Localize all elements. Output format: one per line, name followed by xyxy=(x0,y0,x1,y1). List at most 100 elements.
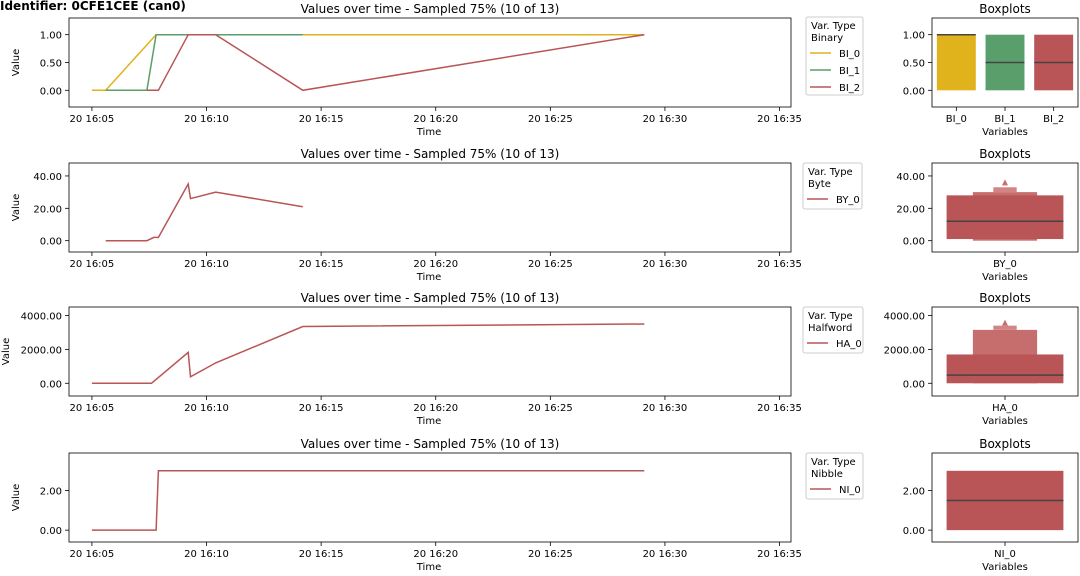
legend-frame xyxy=(805,452,864,500)
x-axis-label: Time xyxy=(416,416,441,427)
x-tick-label: 20 16:05 xyxy=(70,259,115,270)
plot-frame xyxy=(68,17,792,108)
y-axis-label: Value xyxy=(11,484,22,511)
x-tick-label: 20 16:20 xyxy=(413,114,458,125)
boxplot-y-tick-label: 0.00 xyxy=(903,237,925,248)
boxplot-x-tick-label: BI_0 xyxy=(946,114,967,125)
boxplot-title: Boxplots xyxy=(979,291,1031,305)
x-tick-label: 20 16:05 xyxy=(70,403,115,414)
chart-panel-3: Values over time - Sampled 75% (10 of 13… xyxy=(1,291,1079,427)
x-tick-label: 20 16:20 xyxy=(413,403,458,414)
x-tick-label: 20 16:20 xyxy=(413,549,458,560)
legend-label: BY_0 xyxy=(836,195,860,206)
boxplot-panel: Boxplots 0.00 2.00 NI_0 Variables xyxy=(903,437,1079,573)
x-tick-label: 20 16:30 xyxy=(643,114,688,125)
x-axis-label: Time xyxy=(416,562,441,573)
y-tick-label: 0.00 xyxy=(40,379,62,390)
boxplot-x-tick-label: BI_1 xyxy=(994,114,1015,125)
y-tick-label: 0.50 xyxy=(40,59,62,70)
outlier-marker xyxy=(1002,319,1008,326)
y-tick-label: 0.00 xyxy=(40,237,62,248)
legend-subtitle: Halfword xyxy=(808,323,852,334)
letter-value-box xyxy=(993,325,1017,330)
x-tick-label: 20 16:25 xyxy=(528,549,573,560)
x-tick-label: 20 16:35 xyxy=(757,114,802,125)
outlier-marker xyxy=(1002,179,1008,186)
x-tick-label: 20 16:15 xyxy=(299,403,344,414)
x-tick-label: 20 16:30 xyxy=(643,403,688,414)
boxplot-panel: Boxplots 0.00 20.00 40.00 BY_0 Variables xyxy=(896,147,1079,283)
letter-value-box xyxy=(993,187,1017,193)
boxplot-y-tick-label: 2000.00 xyxy=(884,345,925,356)
boxplot-panel: Boxplots 0.00 0.50 1.00 BI_0 BI_1 BI_2 Variable… xyxy=(903,2,1079,138)
legend-frame xyxy=(805,16,864,96)
x-tick-label: 20 16:35 xyxy=(757,549,802,560)
boxplot-y-tick-label: 0.00 xyxy=(903,526,925,537)
legend-label: NI_0 xyxy=(839,485,861,496)
legend-label: BI_2 xyxy=(839,83,860,94)
boxplot-x-tick-label: BI_2 xyxy=(1043,114,1064,125)
legend-frame xyxy=(802,306,864,354)
x-tick-label: 20 16:20 xyxy=(413,259,458,270)
y-axis-label: Value xyxy=(11,49,22,76)
x-tick-label: 20 16:05 xyxy=(70,549,115,560)
x-tick-label: 20 16:15 xyxy=(299,549,344,560)
boxplot-y-tick-label: 20.00 xyxy=(896,204,925,215)
x-tick-label: 20 16:35 xyxy=(757,403,802,414)
y-tick-label: 40.00 xyxy=(33,172,62,183)
boxplot-x-tick-label: HA_0 xyxy=(992,403,1018,414)
boxplot-x-axis-label: Variables xyxy=(982,272,1028,283)
series-line-bi-2 xyxy=(146,33,645,92)
x-tick-label: 20 16:25 xyxy=(528,114,573,125)
y-tick-label: 0.00 xyxy=(40,526,62,537)
series-line-ni-0 xyxy=(91,470,645,531)
boxplot-title: Boxplots xyxy=(979,437,1031,451)
plot-frame xyxy=(68,452,792,543)
x-tick-label: 20 16:15 xyxy=(299,114,344,125)
x-tick-label: 20 16:10 xyxy=(184,549,229,560)
legend-title: Var. Type xyxy=(811,21,856,32)
series-line-bi-0 xyxy=(91,33,645,92)
legend-label: BI_0 xyxy=(839,49,860,60)
legend-title: Var. Type xyxy=(811,457,856,468)
x-tick-label: 20 16:10 xyxy=(184,403,229,414)
y-tick-label: 0.00 xyxy=(40,86,62,97)
plot-frame xyxy=(68,162,792,253)
x-tick-label: 20 16:25 xyxy=(528,403,573,414)
box-bi-0 xyxy=(936,34,976,91)
x-tick-label: 20 16:25 xyxy=(528,259,573,270)
y-tick-label: 2000.00 xyxy=(21,345,62,356)
y-tick-label: 2.00 xyxy=(40,487,62,498)
box-ha-0 xyxy=(946,354,1064,384)
y-axis-label: Value xyxy=(1,338,12,365)
legend-subtitle: Binary xyxy=(811,33,843,44)
chart-title: Values over time - Sampled 75% (10 of 13… xyxy=(301,2,560,16)
chart-panel-4: Values over time - Sampled 75% (10 of 13… xyxy=(11,437,1079,573)
boxplot-y-tick-label: 4000.00 xyxy=(884,311,925,322)
boxplot-y-tick-label: 0.50 xyxy=(903,59,925,70)
boxplot-panel: Boxplots 0.00 2000.00 4000.00 HA_0 Variables xyxy=(884,291,1079,427)
chart-panel-1: Values over time - Sampled 75% (10 of 13… xyxy=(11,2,1079,138)
series-line-by-0 xyxy=(105,181,303,242)
boxplot-title: Boxplots xyxy=(979,2,1031,16)
series-line-bi-1 xyxy=(105,33,303,92)
chart-title: Values over time - Sampled 75% (10 of 13… xyxy=(301,437,560,451)
x-axis-label: Time xyxy=(416,127,441,138)
boxplot-x-tick-label: BY_0 xyxy=(993,259,1017,270)
legend-frame xyxy=(802,162,863,210)
box-by-0 xyxy=(946,195,1064,240)
chart-panel-2: Values over time - Sampled 75% (10 of 13… xyxy=(11,147,1079,283)
y-tick-label: 4000.00 xyxy=(21,311,62,322)
boxplot-x-axis-label: Variables xyxy=(982,416,1028,427)
boxplot-y-tick-label: 2.00 xyxy=(903,487,925,498)
legend-title: Var. Type xyxy=(808,311,853,322)
x-tick-label: 20 16:30 xyxy=(643,549,688,560)
chart-title: Values over time - Sampled 75% (10 of 13… xyxy=(301,291,560,305)
boxplot-x-tick-label: NI_0 xyxy=(994,549,1016,560)
boxplot-y-tick-label: 1.00 xyxy=(903,31,925,42)
chart-title: Values over time - Sampled 75% (10 of 13… xyxy=(301,147,560,161)
